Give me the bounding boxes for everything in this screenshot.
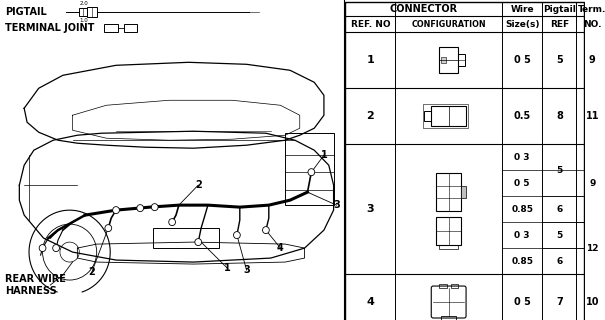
Text: CONFIGURATION: CONFIGURATION: [411, 20, 486, 29]
Text: 4: 4: [367, 297, 374, 307]
Text: Pigtail: Pigtail: [543, 5, 576, 14]
Bar: [422, 104, 468, 128]
Text: 0 5: 0 5: [514, 179, 530, 188]
Text: REAR WIRE
HARNESS: REAR WIRE HARNESS: [5, 274, 66, 296]
Circle shape: [169, 219, 175, 226]
Bar: [461, 186, 466, 198]
Circle shape: [137, 204, 143, 212]
Text: 0.85: 0.85: [511, 204, 533, 214]
Text: 2.0: 2.0: [80, 1, 88, 6]
Text: 0.5: 0.5: [514, 111, 531, 121]
Text: 3: 3: [243, 265, 250, 275]
Text: 2: 2: [367, 111, 374, 121]
Text: REF. NO: REF. NO: [350, 20, 390, 29]
Text: 0 3: 0 3: [514, 153, 530, 162]
Text: 2: 2: [88, 267, 95, 277]
Text: TERMINAL JOINT: TERMINAL JOINT: [5, 23, 94, 33]
Circle shape: [113, 207, 119, 214]
Text: 5: 5: [556, 55, 563, 65]
Text: 2: 2: [195, 180, 201, 190]
Circle shape: [105, 225, 112, 232]
Text: NO.: NO.: [583, 20, 601, 29]
Text: 6: 6: [556, 257, 563, 266]
Bar: [436, 217, 461, 245]
Text: 0.85: 0.85: [511, 257, 533, 266]
Text: 0 5: 0 5: [514, 55, 531, 65]
Text: 0 3: 0 3: [514, 231, 530, 240]
Bar: [439, 284, 446, 288]
Text: 8: 8: [556, 111, 563, 121]
Text: 5: 5: [556, 166, 563, 175]
Text: 3: 3: [333, 200, 340, 210]
Circle shape: [53, 244, 59, 252]
Bar: [87, 7, 97, 17]
Text: 10: 10: [586, 297, 599, 307]
Text: 9: 9: [589, 179, 595, 188]
Bar: [451, 284, 459, 288]
Text: CONNECTOR: CONNECTOR: [390, 4, 457, 14]
Text: 1: 1: [367, 55, 374, 65]
Text: REF: REF: [550, 20, 569, 29]
Bar: [439, 47, 459, 73]
Text: 4: 4: [277, 243, 284, 253]
Circle shape: [308, 169, 315, 176]
Bar: [439, 245, 459, 249]
Text: Size(s): Size(s): [505, 20, 540, 29]
Bar: [345, 2, 584, 320]
Bar: [285, 133, 333, 205]
Text: 5: 5: [556, 231, 563, 240]
Bar: [79, 8, 87, 16]
Circle shape: [263, 227, 269, 234]
Text: Term.: Term.: [578, 5, 605, 14]
Bar: [459, 54, 465, 66]
Bar: [124, 24, 137, 32]
Text: 11: 11: [586, 111, 599, 121]
Text: 1.0: 1.0: [80, 18, 88, 23]
Text: 1: 1: [224, 263, 231, 273]
Circle shape: [39, 244, 46, 252]
Text: 7: 7: [556, 297, 563, 307]
Bar: [0, 0, 344, 320]
Text: Wire: Wire: [511, 5, 534, 14]
Circle shape: [151, 204, 158, 211]
Bar: [105, 24, 118, 32]
Circle shape: [234, 232, 240, 239]
Text: 0 5: 0 5: [514, 297, 531, 307]
Text: 3: 3: [367, 204, 374, 214]
Text: 1: 1: [321, 150, 327, 160]
Bar: [436, 173, 461, 211]
Bar: [441, 316, 456, 320]
Bar: [153, 228, 218, 248]
Bar: [441, 57, 446, 63]
Text: PIGTAIL: PIGTAIL: [5, 7, 47, 17]
Text: 6: 6: [556, 204, 563, 214]
Bar: [431, 106, 466, 126]
Text: 9: 9: [589, 55, 596, 65]
Bar: [425, 111, 431, 121]
Circle shape: [195, 239, 201, 245]
Text: 12: 12: [586, 244, 598, 252]
